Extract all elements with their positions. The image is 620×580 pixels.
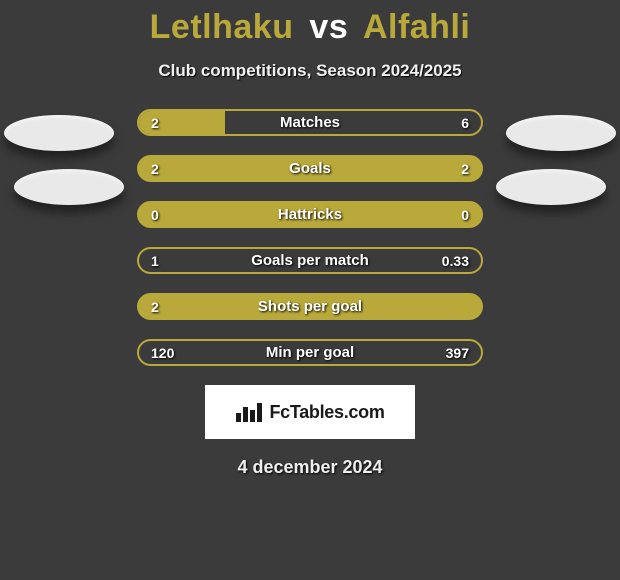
date-label: 4 december 2024 (0, 457, 620, 478)
stat-value-right: 0 (461, 203, 469, 226)
team2-logo-alt-icon (496, 169, 606, 205)
stat-value-right: 2 (461, 157, 469, 180)
stat-row: 2 2Goals (137, 155, 483, 182)
comparison-stage: 26Matches22Goals00Hattricks10.33Goals pe… (0, 109, 620, 366)
stat-value-left: 1 (151, 249, 159, 272)
stat-label: Goals (139, 157, 481, 180)
stat-row: 2Shots per goal (137, 293, 483, 320)
page-title: Letlhaku vs Alfahli (0, 0, 620, 47)
team2-name: Alfahli (363, 8, 470, 46)
subtitle: Club competitions, Season 2024/2025 (0, 61, 620, 81)
stat-row: 120 397Min per goal (137, 339, 483, 366)
stat-fill-left (139, 111, 225, 134)
stat-label: Min per goal (139, 341, 481, 364)
stat-value-right: 0.33 (442, 249, 469, 272)
team2-logo-icon (506, 115, 616, 151)
bar-chart-icon (235, 401, 263, 423)
stat-value-left: 0 (151, 203, 159, 226)
stat-row: 0 0Hattricks (137, 201, 483, 228)
brand-text: FcTables.com (269, 402, 384, 423)
stat-value-left: 2 (151, 157, 159, 180)
stat-value-right: 6 (461, 111, 469, 134)
stat-row: 26Matches (137, 109, 483, 136)
stat-label: Goals per match (139, 249, 481, 272)
vs-label: vs (309, 8, 348, 46)
stat-label: Hattricks (139, 203, 481, 226)
team1-logo-icon (4, 115, 114, 151)
stat-value-left: 120 (151, 341, 174, 364)
brand-badge: FcTables.com (205, 385, 415, 439)
stat-value-left: 2 (151, 295, 159, 318)
team1-name: Letlhaku (150, 8, 294, 46)
stat-value-right: 397 (446, 341, 469, 364)
stat-label: Shots per goal (139, 295, 481, 318)
stat-row: 1 0.33Goals per match (137, 247, 483, 274)
stat-bars: 26Matches22Goals00Hattricks10.33Goals pe… (137, 109, 483, 366)
team1-logo-alt-icon (14, 169, 124, 205)
